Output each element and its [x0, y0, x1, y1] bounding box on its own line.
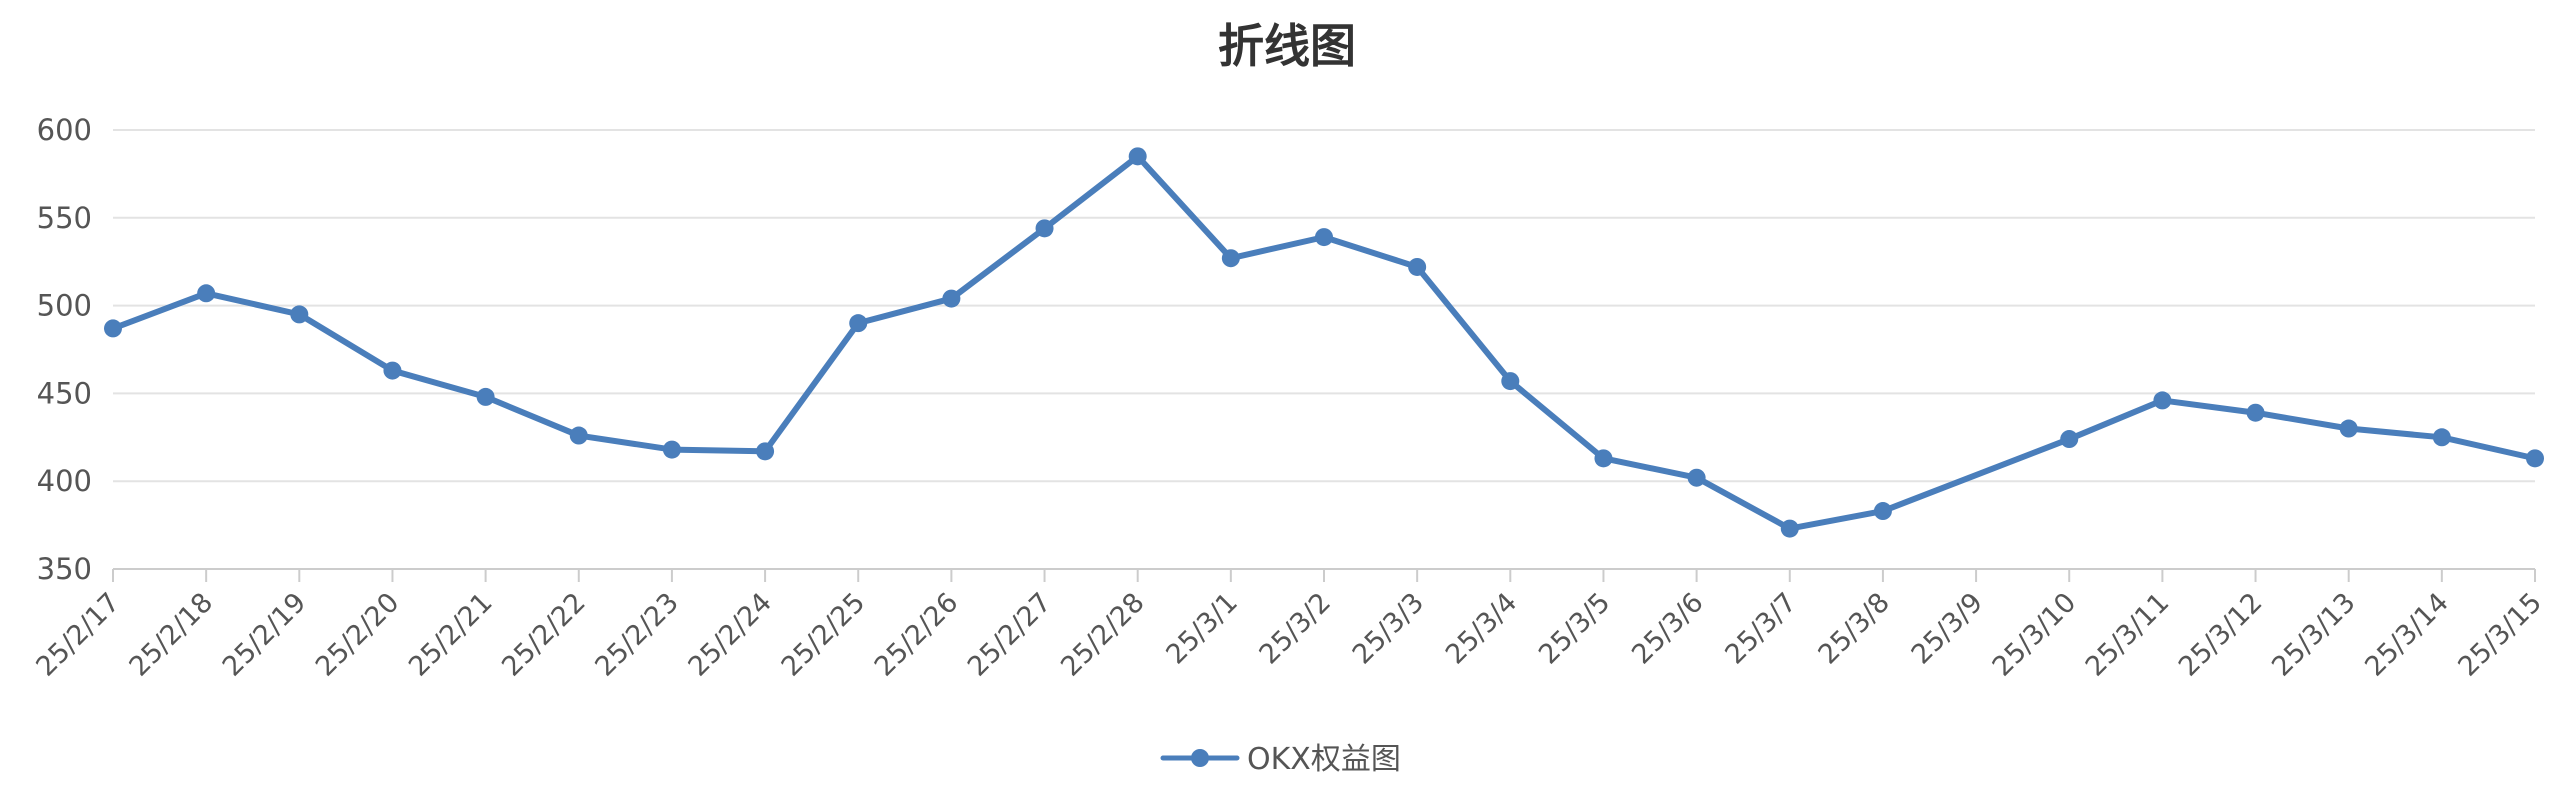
- data-point[interactable]: [1035, 219, 1054, 238]
- gridlines: [113, 129, 2535, 570]
- data-point[interactable]: [1315, 228, 1333, 247]
- x-tick-label: 25/2/18: [124, 587, 220, 683]
- data-point[interactable]: [2153, 391, 2172, 410]
- x-tick-label: 25/3/15: [2452, 587, 2548, 683]
- x-tick-label: 25/3/13: [2266, 587, 2362, 683]
- data-point[interactable]: [1128, 147, 1147, 166]
- x-tick-label: 25/3/5: [1533, 587, 1616, 670]
- y-tick-label: 500: [37, 289, 92, 323]
- data-point[interactable]: [2339, 419, 2358, 438]
- data-point[interactable]: [1873, 502, 1892, 521]
- y-tick-label: 400: [37, 464, 92, 498]
- x-tick-label: 25/2/24: [683, 587, 779, 683]
- data-point[interactable]: [197, 284, 216, 303]
- series-okx: [104, 147, 2544, 538]
- data-point[interactable]: [1687, 468, 1706, 487]
- y-axis: 350 400 450 500 550 600: [37, 113, 92, 586]
- data-point[interactable]: [1780, 519, 1799, 538]
- x-tick-label: 25/2/21: [403, 587, 499, 683]
- data-point[interactable]: [2526, 449, 2544, 468]
- data-point[interactable]: [1501, 372, 1520, 391]
- x-tick-label: 25/2/17: [30, 587, 126, 683]
- x-tick-label: 25/3/12: [2173, 587, 2269, 683]
- x-tick-label: 25/2/28: [1055, 587, 1151, 683]
- x-tick-label: 25/3/14: [2359, 587, 2455, 683]
- data-point[interactable]: [2060, 430, 2079, 449]
- data-point[interactable]: [476, 387, 495, 406]
- x-tick-label: 25/3/6: [1626, 587, 1709, 670]
- y-tick-label: 600: [37, 113, 92, 147]
- x-tick-label: 25/2/20: [310, 587, 406, 683]
- x-tick-label: 25/3/4: [1440, 587, 1523, 670]
- series-line: [110, 153, 2538, 532]
- data-point[interactable]: [849, 314, 868, 333]
- x-tick-label: 25/2/19: [217, 587, 313, 683]
- data-point[interactable]: [2432, 428, 2451, 447]
- y-tick-label: 350: [37, 552, 92, 586]
- x-tick-label: 25/3/10: [1987, 587, 2083, 683]
- x-tick-label: 25/3/9: [1906, 587, 1989, 670]
- y-tick-label: 550: [37, 201, 92, 235]
- chart-title: 折线图: [1218, 19, 1356, 73]
- data-point[interactable]: [2246, 403, 2265, 422]
- y-tick-label: 450: [37, 376, 92, 410]
- x-tick-label: 25/3/3: [1347, 587, 1430, 670]
- data-point[interactable]: [942, 289, 961, 308]
- data-point[interactable]: [1594, 449, 1613, 468]
- legend-label: OKX权益图: [1247, 742, 1401, 777]
- x-tick-label: 25/2/27: [962, 587, 1058, 683]
- data-point[interactable]: [1221, 249, 1240, 268]
- data-point[interactable]: [569, 426, 588, 445]
- x-tick-label: 25/2/23: [589, 587, 685, 683]
- x-tick-label: 25/2/26: [869, 587, 965, 683]
- data-point[interactable]: [104, 319, 122, 338]
- data-point[interactable]: [290, 305, 309, 324]
- data-point[interactable]: [1408, 257, 1427, 276]
- x-tick-label: 25/3/2: [1254, 587, 1337, 670]
- x-tick-label: 25/2/25: [776, 587, 872, 683]
- x-tick-label: 25/3/8: [1813, 587, 1896, 670]
- x-tick-label: 25/3/7: [1719, 587, 1802, 670]
- x-tick-label: 25/3/11: [2080, 587, 2176, 683]
- x-axis: 25/2/1725/2/1825/2/1925/2/2025/2/2125/2/…: [30, 569, 2548, 683]
- legend-marker-icon: [1191, 749, 1209, 767]
- data-point[interactable]: [756, 442, 775, 461]
- x-tick-label: 25/2/22: [496, 587, 592, 683]
- data-point[interactable]: [662, 440, 681, 459]
- x-tick-label: 25/3/1: [1160, 587, 1243, 670]
- data-point[interactable]: [383, 361, 402, 380]
- legend[interactable]: OKX权益图: [1160, 742, 1401, 777]
